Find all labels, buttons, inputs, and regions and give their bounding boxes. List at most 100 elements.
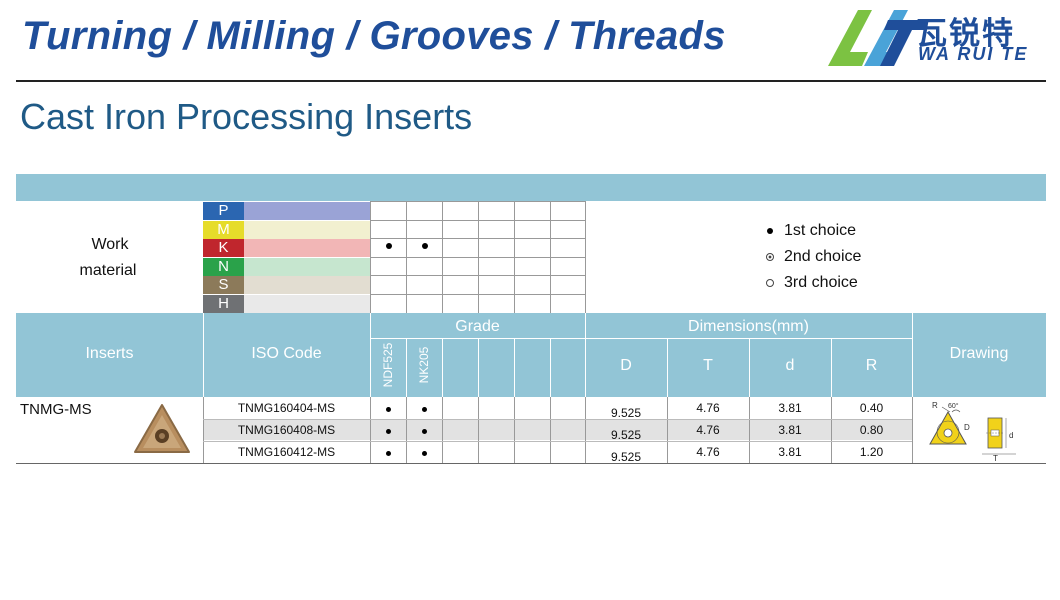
work-material-label-1: Work bbox=[91, 236, 129, 253]
row-dim-d: 3.81 bbox=[778, 423, 802, 437]
dim-header-d: d bbox=[785, 357, 795, 374]
second-choice-icon bbox=[766, 253, 774, 261]
body-separator bbox=[912, 397, 913, 463]
material-code-m: M bbox=[203, 220, 244, 239]
header-separator bbox=[831, 338, 832, 397]
material-bar-h bbox=[244, 294, 370, 313]
dim-header-R: R bbox=[865, 357, 878, 374]
insert-image-icon bbox=[134, 404, 190, 453]
legend-first-choice: 1st choice bbox=[784, 222, 857, 239]
body-separator bbox=[203, 441, 912, 442]
material-code-n: N bbox=[203, 257, 244, 276]
grid-line bbox=[370, 294, 585, 295]
header-separator bbox=[370, 313, 371, 397]
material-bar-n bbox=[244, 257, 370, 276]
grid-line bbox=[370, 275, 585, 277]
material-code-h: H bbox=[203, 294, 244, 313]
grid-line bbox=[370, 201, 585, 202]
body-separator bbox=[203, 419, 912, 420]
drawing-label-R: R bbox=[932, 401, 938, 410]
body-separator bbox=[442, 397, 443, 463]
row-shade bbox=[203, 420, 912, 440]
header-separator bbox=[585, 313, 586, 397]
body-separator bbox=[514, 397, 515, 463]
drawing-label-T: T bbox=[993, 454, 998, 463]
legend-third-choice: 3rd choice bbox=[784, 274, 858, 291]
banner-title: Turning / Milling / Grooves / Threads bbox=[22, 14, 726, 58]
row-first-choice-dot bbox=[422, 429, 427, 434]
grid-line bbox=[585, 201, 586, 313]
body-separator bbox=[667, 397, 668, 463]
header-separator bbox=[406, 338, 407, 397]
row-first-choice-dot bbox=[386, 429, 391, 434]
logo-chinese-text: 瓦锐特 bbox=[916, 16, 1015, 52]
grid-line bbox=[370, 219, 585, 221]
header-separator bbox=[749, 338, 750, 397]
header-separator bbox=[478, 338, 479, 397]
row-dim-D: 9.525 bbox=[610, 428, 642, 442]
legend-second-choice: 2nd choice bbox=[784, 248, 862, 265]
body-separator bbox=[370, 397, 371, 463]
dim-header-T: T bbox=[703, 357, 713, 374]
row-dim-D: 9.525 bbox=[610, 450, 642, 464]
row-dim-T: 4.76 bbox=[696, 423, 720, 437]
header-iso-code: ISO Code bbox=[251, 345, 322, 362]
row-dim-D: 9.525 bbox=[610, 406, 642, 420]
header-divider bbox=[16, 80, 1046, 82]
brand-logo bbox=[828, 10, 928, 66]
header-drawing: Drawing bbox=[949, 345, 1009, 362]
row-iso-code: TNMG160412-MS bbox=[237, 445, 336, 459]
page-title: Cast Iron Processing Inserts bbox=[20, 96, 473, 137]
body-separator bbox=[203, 397, 204, 463]
body-separator bbox=[831, 397, 832, 463]
insert-name: TNMG-MS bbox=[20, 401, 92, 418]
header-separator bbox=[912, 313, 913, 397]
material-bar-k bbox=[244, 239, 370, 257]
material-code-p: P bbox=[203, 202, 244, 220]
row-dim-T: 4.76 bbox=[696, 401, 720, 415]
material-bar-p bbox=[244, 202, 370, 220]
row-dim-R: 0.80 bbox=[859, 423, 884, 437]
row-first-choice-dot bbox=[422, 407, 427, 412]
header-separator bbox=[370, 338, 912, 339]
body-separator bbox=[585, 397, 586, 463]
row-dim-d: 3.81 bbox=[778, 445, 802, 459]
row-first-choice-dot bbox=[386, 451, 391, 456]
body-separator bbox=[550, 397, 551, 463]
drawing-label-D: D bbox=[964, 423, 970, 432]
body-separator bbox=[406, 397, 407, 463]
grade-ndf525: NDF525 bbox=[381, 342, 395, 388]
header-separator bbox=[667, 338, 668, 397]
header-dimensions: Dimensions(mm) bbox=[688, 318, 809, 335]
row-dim-R: 1.20 bbox=[859, 445, 884, 459]
material-code-k: K bbox=[203, 239, 244, 257]
k-first-choice-dot bbox=[386, 243, 392, 249]
material-bar-s bbox=[244, 276, 370, 294]
row-dim-R: 0.40 bbox=[859, 401, 884, 415]
header-separator bbox=[514, 338, 515, 397]
material-code-s: S bbox=[203, 276, 244, 294]
logo-english-text: WA RUI TE bbox=[918, 44, 1029, 64]
grade-nk205: NK205 bbox=[417, 346, 431, 384]
row-iso-code: TNMG160408-MS bbox=[237, 423, 336, 437]
body-separator bbox=[749, 397, 750, 463]
drawing-label-d: d bbox=[1009, 431, 1013, 440]
table-bottom-border bbox=[16, 463, 1046, 464]
k-first-choice-dot bbox=[422, 243, 428, 249]
body-separator bbox=[478, 397, 479, 463]
row-first-choice-dot bbox=[386, 407, 391, 412]
material-bar-m bbox=[244, 220, 370, 239]
grid-line bbox=[370, 256, 585, 258]
header-separator bbox=[203, 313, 204, 397]
grid-line bbox=[370, 238, 585, 240]
dim-header-D: D bbox=[620, 357, 632, 374]
header-separator bbox=[550, 338, 551, 397]
table-header-band bbox=[16, 313, 1046, 397]
header-inserts: Inserts bbox=[85, 345, 134, 362]
insert-drawing-icon: R 60° D d T bbox=[929, 401, 1016, 463]
first-choice-dot bbox=[767, 228, 773, 234]
top-band bbox=[16, 174, 1046, 201]
header-separator bbox=[442, 338, 443, 397]
header-grade: Grade bbox=[455, 318, 500, 335]
drawing-label-angle: 60° bbox=[948, 402, 959, 410]
